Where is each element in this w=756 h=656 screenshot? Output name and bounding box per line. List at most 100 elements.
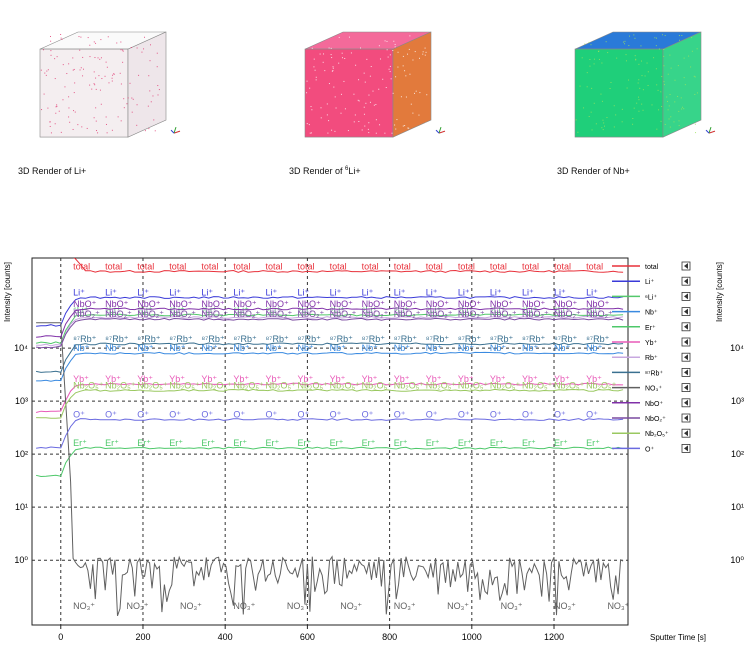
- y-tick-label-left: 10⁴: [14, 343, 28, 353]
- cube-speck: [105, 61, 107, 63]
- cube-speck: [632, 117, 634, 119]
- cube-speck: [694, 123, 696, 125]
- cube-speck: [106, 66, 108, 68]
- series-marker-label: total: [265, 261, 282, 271]
- render-li: 3D Render of Li+: [10, 0, 230, 190]
- cube-speck: [634, 55, 636, 57]
- series-marker-label: Rb⁺: [522, 307, 539, 317]
- cube-speck: [602, 129, 604, 131]
- cube-speck: [355, 64, 357, 66]
- series-marker-label: ⁸⁷Rb⁺: [490, 334, 514, 344]
- cube-speck: [407, 53, 409, 55]
- cube-speck: [382, 78, 384, 80]
- cube-speck: [368, 94, 370, 96]
- cube-speck: [93, 83, 95, 85]
- series-marker-label: Li⁺: [586, 287, 598, 297]
- legend-label: ⁶Li⁺: [645, 294, 657, 301]
- series-line: [36, 315, 624, 347]
- cube-speck: [605, 41, 607, 43]
- cube-speck: [93, 117, 95, 119]
- series-marker-label: total: [490, 261, 507, 271]
- series-marker-label: Li⁺: [73, 287, 85, 297]
- cube-speck: [144, 130, 146, 132]
- cube-speck: [674, 79, 676, 81]
- cube-speck: [130, 47, 132, 49]
- series-marker-label: Rb⁺: [105, 307, 122, 317]
- axis-x-icon: [173, 130, 181, 134]
- cube-speck: [691, 50, 693, 52]
- cube-speck: [62, 64, 64, 66]
- series-marker-label: Er⁺: [233, 438, 247, 448]
- series-marker-label: Er⁺: [73, 438, 87, 448]
- series-marker-label: total: [298, 261, 315, 271]
- cube-speck: [396, 119, 398, 121]
- cube-speck: [344, 57, 346, 59]
- cube-speck: [404, 125, 406, 127]
- axis-x-icon: [708, 130, 716, 134]
- cube-speck: [373, 104, 375, 106]
- cube-speck: [340, 93, 342, 95]
- cube-speck: [397, 66, 399, 68]
- series-marker-label: total: [554, 261, 571, 271]
- cube-speck: [82, 75, 84, 77]
- series-marker-label: Yb⁺: [586, 374, 602, 384]
- series-marker-label: Nb⁺: [73, 343, 90, 353]
- cube-speck: [636, 102, 638, 104]
- cube-speck: [323, 53, 325, 55]
- cube-speck: [584, 43, 586, 45]
- series-marker-label: Li⁺: [330, 287, 342, 297]
- cube-speck: [667, 73, 669, 75]
- series-marker-label: NbO₂⁺: [298, 309, 325, 319]
- cube-speck: [389, 54, 391, 56]
- series-marker-label: Li⁺: [426, 287, 438, 297]
- series-marker-label: Er⁺: [298, 438, 312, 448]
- series-marker-label: Li⁺: [105, 287, 117, 297]
- series-marker-label: Yb⁺: [298, 374, 314, 384]
- cube-speck: [353, 121, 355, 123]
- render-caption-li: 3D Render of Li+: [18, 166, 87, 176]
- axis-y-icon: [438, 126, 442, 134]
- cube-6li: [304, 31, 446, 138]
- cube-speck: [644, 75, 646, 77]
- series-marker-label: NbO⁺: [265, 299, 289, 309]
- legend-label: ⁸⁷Rb⁺: [645, 370, 663, 377]
- cube-speck: [621, 121, 623, 123]
- cube-front-face: [304, 48, 394, 138]
- series-marker-label: Nb₂O₅⁺: [298, 380, 329, 390]
- series-marker-label: Nb⁺: [298, 343, 315, 353]
- cube-speck: [591, 129, 593, 131]
- series-marker-label: Li⁺: [394, 287, 406, 297]
- series-marker-label: O⁺: [490, 410, 502, 420]
- cube-speck: [379, 124, 381, 126]
- cube-side-face: [127, 31, 167, 138]
- series-marker-label: ⁶Li⁺: [522, 305, 538, 315]
- cube-speck: [414, 92, 416, 94]
- cube-speck: [68, 107, 70, 109]
- cube-speck: [156, 66, 158, 68]
- cube-speck: [100, 39, 102, 41]
- cube-speck: [99, 89, 101, 91]
- cube-speck: [663, 81, 665, 83]
- cube-speck: [100, 57, 102, 59]
- cube-speck: [609, 87, 611, 89]
- cube-speck: [68, 63, 70, 65]
- cube-speck: [62, 99, 64, 101]
- cube-speck: [593, 102, 595, 104]
- cube-speck: [54, 58, 56, 60]
- cube-speck: [309, 132, 311, 134]
- series-marker-label: Er⁺: [586, 438, 600, 448]
- cube-speck: [77, 124, 79, 126]
- cube-speck: [319, 35, 321, 37]
- cube-speck: [358, 100, 360, 102]
- y-axis-label-left: Intensity [counts]: [3, 262, 12, 322]
- cube-speck: [638, 110, 640, 112]
- cube-speck: [641, 103, 643, 105]
- cube-speck: [101, 78, 103, 80]
- series-marker-label: Li⁺: [362, 287, 374, 297]
- series-marker-label: ⁸⁷Rb⁺: [458, 334, 482, 344]
- series-marker-label: total: [201, 261, 218, 271]
- series-marker-label: Yb⁺: [330, 374, 346, 384]
- caption-6li-pre: 3D Render of: [289, 166, 346, 176]
- series-marker-label: Li⁺: [298, 287, 310, 297]
- cube-speck: [397, 51, 399, 53]
